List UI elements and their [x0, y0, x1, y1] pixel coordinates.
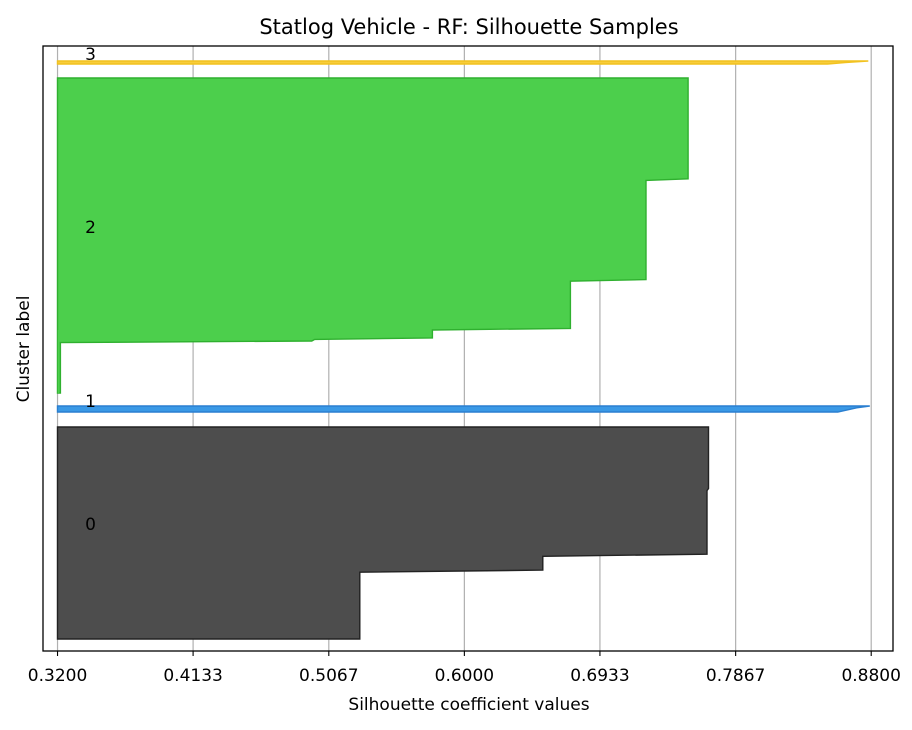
chart-title: Statlog Vehicle - RF: Silhouette Samples [259, 15, 678, 39]
x-tick-label: 0.3200 [28, 666, 87, 686]
silhouette-band-cluster-3 [56, 60, 869, 65]
silhouette-band-cluster-2 [56, 77, 689, 394]
y-axis-ticks: 0 1 2 3 [85, 45, 96, 535]
y-axis-label: Cluster label [14, 296, 34, 403]
silhouette-bands [56, 60, 870, 640]
x-tick-label: 0.6000 [435, 666, 494, 686]
x-tick-label: 0.8800 [841, 666, 900, 686]
y-tick-label: 0 [85, 515, 96, 535]
y-tick-label: 3 [85, 45, 96, 65]
silhouette-band-cluster-0 [56, 426, 710, 640]
y-tick-label: 2 [85, 218, 96, 238]
x-tick-label: 0.7867 [706, 666, 765, 686]
x-tick-label: 0.6933 [570, 666, 629, 686]
x-axis-label: Silhouette coefficient values [348, 695, 589, 715]
y-tick-label: 1 [85, 392, 96, 412]
x-axis-ticks: 0.3200 0.4133 0.5067 0.6000 0.6933 0.7867 0.88… [28, 651, 901, 686]
x-tick-label: 0.4133 [163, 666, 222, 686]
silhouette-band-cluster-1 [56, 405, 870, 413]
plot-frame [42, 45, 894, 652]
x-tick-label: 0.5067 [299, 666, 358, 686]
